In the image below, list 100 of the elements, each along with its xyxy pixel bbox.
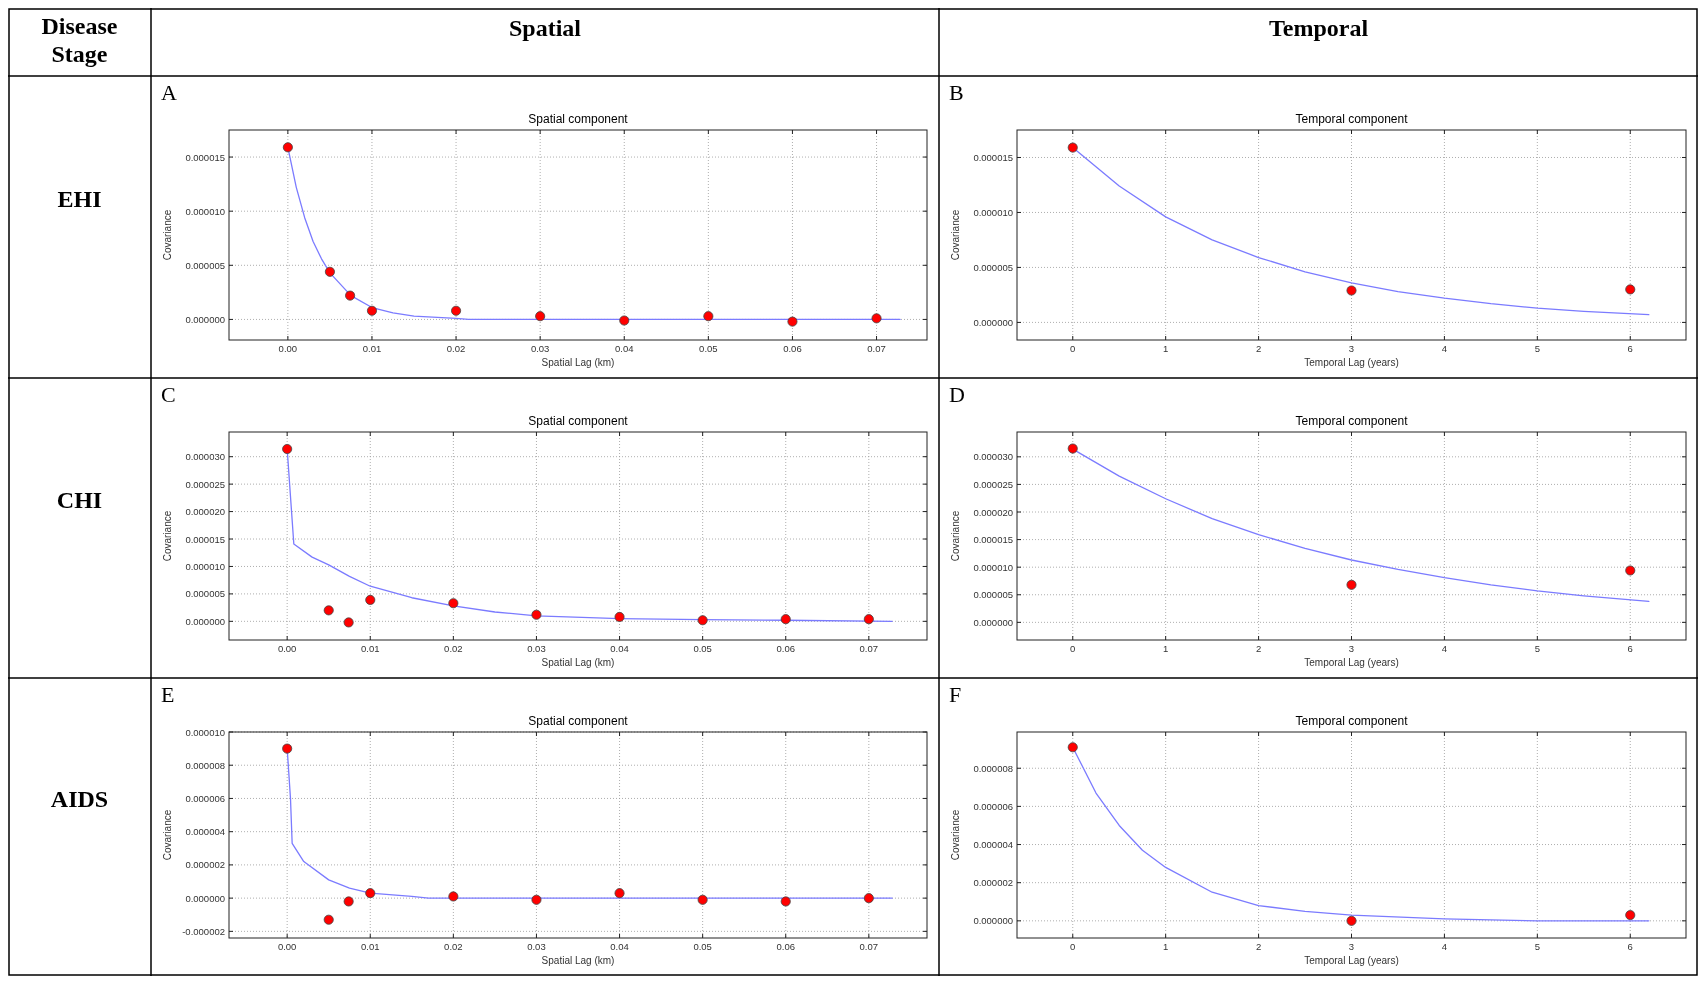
y-axis-title: Covariance (162, 510, 173, 562)
x-tick-label: 0.00 (278, 343, 298, 354)
x-axis-title: Spatial Lag (km) (541, 357, 615, 368)
y-tick-label: 0.000000 (185, 615, 225, 627)
x-axis-title: Spatial Lag (km) (541, 657, 615, 668)
x-tick-label: 0 (1070, 643, 1076, 654)
x-tick-label: 0.07 (859, 643, 879, 654)
point (1346, 579, 1357, 590)
x-tick-label: 0.00 (277, 941, 297, 952)
x-tick-label: 3 (1348, 643, 1355, 654)
x-tick-label: 0.01 (362, 343, 382, 354)
x-tick-label: 5 (1534, 941, 1540, 952)
point (531, 609, 542, 620)
y-tick-label: 0.000005 (973, 589, 1013, 601)
y-tick-label: 0.000000 (185, 892, 225, 904)
point (1625, 910, 1636, 921)
point (323, 914, 334, 925)
y-tick-label: 0.000004 (185, 826, 225, 838)
x-tick-label: 0.05 (693, 941, 712, 952)
point (863, 893, 874, 904)
x-tick-label: 0.03 (527, 643, 546, 654)
y-tick-label: 0.000000 (973, 316, 1013, 328)
point (365, 594, 376, 605)
x-tick-label: 0.06 (776, 941, 795, 952)
y-tick-label: 0.000008 (185, 759, 225, 771)
y-tick-label: 0.000000 (973, 915, 1013, 927)
point (343, 896, 354, 907)
chart-title: Spatial component (528, 112, 629, 126)
y-axis-title: Covariance (162, 209, 173, 261)
y-tick-label: 0.000004 (973, 839, 1013, 851)
x-tick-label: 6 (1627, 941, 1633, 952)
y-tick-label: 0.000020 (973, 506, 1013, 518)
point (614, 888, 625, 899)
x-tick-label: 0.02 (444, 941, 463, 952)
y-tick-label: 0.000006 (973, 800, 1013, 812)
y-tick-label: 0.000010 (973, 561, 1013, 573)
point (282, 142, 293, 153)
point (787, 316, 798, 327)
point (531, 894, 542, 905)
y-tick-label: 0.000020 (185, 506, 225, 518)
x-tick-label: 6 (1627, 643, 1633, 654)
point (323, 605, 334, 616)
x-tick-label: 0 (1070, 343, 1076, 354)
chart-title: Spatial component (528, 414, 629, 428)
x-tick-label: 0.01 (361, 643, 380, 654)
x-axis-title: Temporal Lag (years) (1304, 955, 1399, 966)
point (780, 614, 791, 625)
y-tick-label: 0.000010 (185, 205, 225, 217)
x-tick-label: 0.04 (610, 941, 629, 952)
x-tick-label: 3 (1348, 941, 1355, 952)
point (1346, 915, 1357, 926)
point (780, 896, 791, 907)
point (1067, 443, 1078, 454)
text: F (949, 682, 962, 707)
y-tick-label: 0.000000 (973, 616, 1013, 628)
x-axis-title: Temporal Lag (years) (1304, 357, 1399, 368)
y-tick-label: 0.000010 (185, 560, 225, 572)
point (324, 266, 335, 277)
text: D (949, 382, 965, 407)
point (535, 311, 546, 322)
x-tick-label: 1 (1163, 941, 1169, 952)
y-tick-label: 0.000030 (973, 451, 1013, 463)
text: CHI (56, 487, 103, 513)
point (697, 894, 708, 905)
x-tick-label: 0.04 (610, 643, 629, 654)
x-tick-label: 0.02 (444, 643, 463, 654)
y-tick-label: 0.000015 (185, 151, 225, 163)
point (448, 891, 459, 902)
chart-title: Temporal component (1295, 112, 1409, 126)
point (614, 611, 625, 622)
y-axis-title: Covariance (950, 809, 961, 861)
y-tick-label: 0.000002 (185, 859, 225, 871)
point (1067, 142, 1078, 153)
point (1625, 565, 1636, 576)
y-tick-label: 0.000015 (185, 533, 225, 545)
x-tick-label: 0.04 (615, 343, 634, 354)
x-tick-label: 4 (1441, 643, 1448, 654)
y-tick-label: 0.000010 (185, 726, 225, 738)
point (863, 614, 874, 625)
x-tick-label: 0.00 (277, 643, 297, 654)
point (1346, 285, 1357, 296)
text: C (161, 382, 176, 407)
point (871, 313, 882, 324)
x-tick-label: 0.05 (699, 343, 718, 354)
text: Temporal (1268, 15, 1369, 41)
x-tick-label: 0.03 (530, 343, 550, 354)
x-tick-label: 0.06 (783, 343, 802, 354)
point (345, 290, 356, 301)
x-tick-label: 5 (1534, 643, 1540, 654)
x-tick-label: 0.01 (361, 941, 380, 952)
point (697, 615, 708, 626)
x-tick-label: 0.05 (693, 643, 712, 654)
x-axis-title: Temporal Lag (years) (1304, 657, 1399, 668)
point (282, 743, 293, 754)
y-tick-label: -0.000002 (182, 925, 225, 937)
point (703, 311, 714, 322)
text: B (949, 80, 964, 105)
x-axis-title: Spatial Lag (km) (541, 955, 615, 966)
y-tick-label: 0.000005 (185, 588, 225, 600)
y-tick-label: 0.000025 (185, 478, 225, 490)
